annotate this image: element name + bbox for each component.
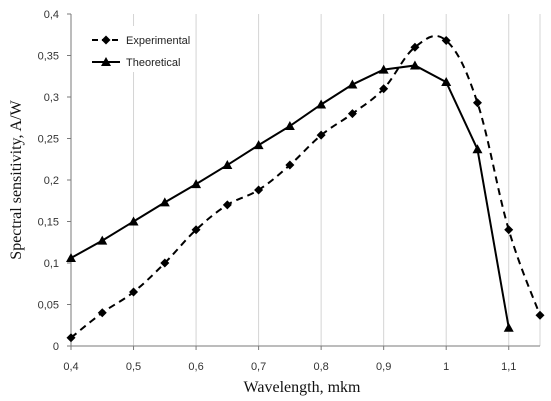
data-point-diamond xyxy=(441,36,451,46)
data-point-diamond xyxy=(191,225,201,235)
series-theoretical xyxy=(66,60,514,332)
data-point-diamond xyxy=(472,98,482,108)
data-point-triangle xyxy=(316,99,327,109)
data-point-diamond xyxy=(316,130,326,140)
series-layer xyxy=(66,34,545,343)
x-axis-title: Wavelength, mkm xyxy=(244,379,361,396)
data-point-diamond xyxy=(504,225,514,235)
data-point-diamond xyxy=(222,200,232,210)
series-line-experimental xyxy=(70,34,541,339)
y-tick-label: 0,1 xyxy=(44,258,59,270)
x-tick-label: 0,6 xyxy=(188,361,203,373)
data-point-triangle xyxy=(66,253,76,263)
x-tick-label: 0,8 xyxy=(313,361,328,373)
data-point-diamond xyxy=(379,84,389,94)
y-tick-label: 0,15 xyxy=(38,217,59,229)
data-point-triangle xyxy=(378,64,389,74)
data-point-diamond xyxy=(66,333,76,343)
data-point-diamond xyxy=(101,35,111,45)
series-experimental xyxy=(66,34,545,343)
data-point-triangle xyxy=(159,197,170,207)
series-line-theoretical xyxy=(70,64,510,328)
data-point-triangle xyxy=(191,179,202,189)
x-tick-label: 0,9 xyxy=(376,361,391,373)
y-tick-label: 0,25 xyxy=(38,134,59,146)
data-point-diamond xyxy=(97,308,107,318)
y-tick-labels: 0 0,05 0,1 0,15 0,2 0,25 0,3 0,35 0,4 xyxy=(38,9,71,353)
data-point-triangle xyxy=(253,140,264,150)
y-tick-label: 0 xyxy=(53,341,59,353)
data-point-diamond xyxy=(535,310,545,320)
x-tick-label: 0,4 xyxy=(63,361,78,373)
data-point-triangle xyxy=(128,216,139,226)
legend-label: Theoretical xyxy=(126,57,180,69)
data-point-triangle xyxy=(222,160,233,170)
y-tick-label: 0,05 xyxy=(38,300,59,312)
data-point-diamond xyxy=(254,185,264,195)
x-tick-label: 1,1 xyxy=(501,361,516,373)
data-point-triangle xyxy=(347,79,358,89)
y-axis-title: Spectral sensitivity, A/W xyxy=(8,99,25,259)
data-point-triangle xyxy=(101,57,111,66)
y-tick-label: 0,35 xyxy=(38,51,59,63)
y-tick-label: 0,3 xyxy=(44,92,59,104)
x-tick-labels: 0,4 0,5 0,6 0,7 0,8 0,9 1 1,1 xyxy=(63,346,516,373)
data-point-triangle xyxy=(472,144,483,154)
data-point-diamond xyxy=(410,42,420,52)
legend-item: Experimental xyxy=(92,35,190,47)
y-tick-label: 0,4 xyxy=(44,9,59,21)
data-point-diamond xyxy=(129,287,139,297)
legend-label: Experimental xyxy=(126,35,190,47)
data-point-diamond xyxy=(160,258,170,268)
data-point-diamond xyxy=(285,160,295,170)
x-tick-label: 0,5 xyxy=(126,361,141,373)
data-point-triangle xyxy=(503,322,514,332)
data-point-triangle xyxy=(409,60,420,70)
data-point-triangle xyxy=(284,121,295,131)
data-point-triangle xyxy=(97,235,108,245)
data-point-diamond xyxy=(347,109,357,119)
legend-item: Theoretical xyxy=(92,57,180,69)
x-tick-label: 1 xyxy=(443,361,449,373)
vertical-grid xyxy=(133,14,541,346)
x-tick-label: 0,7 xyxy=(251,361,266,373)
data-point-triangle xyxy=(441,77,452,87)
legend: Experimental Theoretical xyxy=(86,26,192,72)
y-tick-label: 0,2 xyxy=(44,175,59,187)
